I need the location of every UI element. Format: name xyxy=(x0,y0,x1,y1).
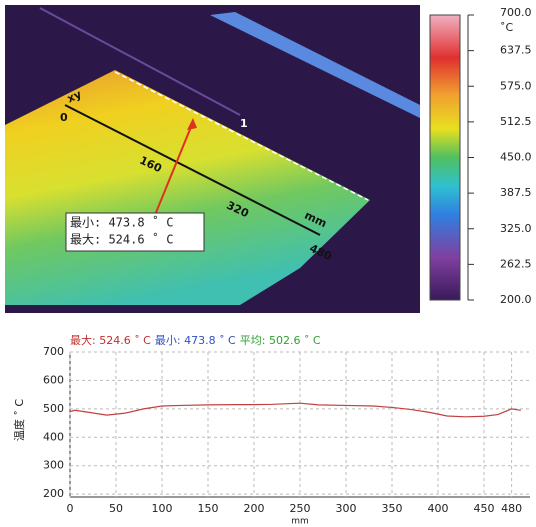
y-axis-label: 温度 ˚ C xyxy=(12,399,26,441)
y-tick-label: 700 xyxy=(43,345,64,358)
line xyxy=(70,403,521,417)
x-tick-label: 480 xyxy=(501,502,522,515)
y-tick-label: 200 xyxy=(43,487,64,500)
colorbar-label: 575.0 xyxy=(500,79,532,92)
stat: 最大: 524.6 ˚ C xyxy=(70,333,151,347)
x-tick-label: 200 xyxy=(244,502,265,515)
x-tick-label: 50 xyxy=(109,502,123,515)
colorbar-label: 200.0 xyxy=(500,293,532,306)
colorbar-label: 325.0 xyxy=(500,222,532,235)
box-label: 最小: 473.8 ˚ C xyxy=(70,215,173,230)
y-tick-label: 500 xyxy=(43,402,64,415)
y-tick-label: 600 xyxy=(43,373,64,386)
colorbar-label: 637.5 xyxy=(500,44,532,57)
colorbar xyxy=(430,15,460,300)
colorbar-label: 512.5 xyxy=(500,115,532,128)
y-tick-label: 400 xyxy=(43,430,64,443)
x-tick-label: 250 xyxy=(290,502,311,515)
image-label: 1 xyxy=(240,117,248,130)
colorbar-label: 700.0 xyxy=(500,6,532,19)
x-tick-label: 100 xyxy=(152,502,173,515)
x-tick-label: 400 xyxy=(428,502,449,515)
x-tick-label: 150 xyxy=(198,502,219,515)
colorbar-label: 262.5 xyxy=(500,257,532,270)
y-tick-label: 300 xyxy=(43,459,64,472)
stat: 最小: 473.8 ˚ C xyxy=(155,334,236,347)
colorbar-label: 387.5 xyxy=(500,186,532,199)
screen: xy0160320mm4801最小: 473.8 ˚ C最大: 524.6 ˚ … xyxy=(0,0,536,527)
image-label: 0 xyxy=(60,111,68,124)
x-tick-label: 0 xyxy=(67,502,74,515)
x-tick-label: 300 xyxy=(336,502,357,515)
x-axis-label: mm xyxy=(291,517,309,527)
box-label: 最大: 524.6 ˚ C xyxy=(70,232,173,247)
colorbar-unit: ˚C xyxy=(500,21,514,34)
stat: 平均: 502.6 ˚ C xyxy=(240,334,321,347)
x-tick-label: 350 xyxy=(382,502,403,515)
x-tick-label: 450 xyxy=(474,502,495,515)
colorbar-label: 450.0 xyxy=(500,151,532,164)
